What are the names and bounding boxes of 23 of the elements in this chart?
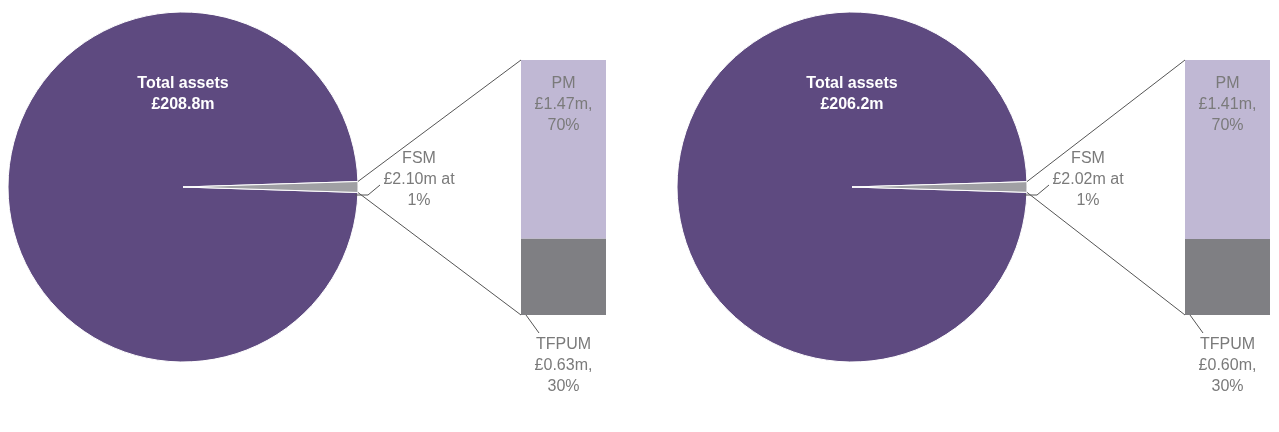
- text: 30%: [546, 376, 581, 396]
- annotation: 70%: [546, 115, 581, 135]
- data-label: £1.41m,: [1197, 94, 1258, 114]
- pie-slice: [677, 12, 1028, 363]
- series-label: PM: [550, 73, 577, 93]
- text: 1%: [406, 190, 432, 210]
- data-label: £1.47m,: [533, 94, 594, 114]
- data-label: £2.02m at: [1051, 169, 1125, 189]
- slice-label: FSM: [401, 148, 437, 168]
- series-label: PM: [1214, 73, 1241, 93]
- slice-label: FSM: [1070, 148, 1106, 168]
- data-label: £206.2m: [819, 94, 885, 114]
- data-label: £2.10m at: [382, 169, 456, 189]
- data-label: £0.60m,: [1197, 355, 1258, 375]
- text: 30%: [1210, 376, 1245, 396]
- series-label: TFPUM: [534, 334, 593, 354]
- data-label: £0.63m,: [533, 355, 594, 375]
- data-label: £208.8m: [150, 94, 216, 114]
- slice-label: Total assets: [805, 73, 899, 93]
- text: 1%: [1075, 190, 1101, 210]
- series-label: TFPUM: [1198, 334, 1257, 354]
- annotation: 70%: [1210, 115, 1245, 135]
- slice-label: Total assets: [136, 73, 230, 93]
